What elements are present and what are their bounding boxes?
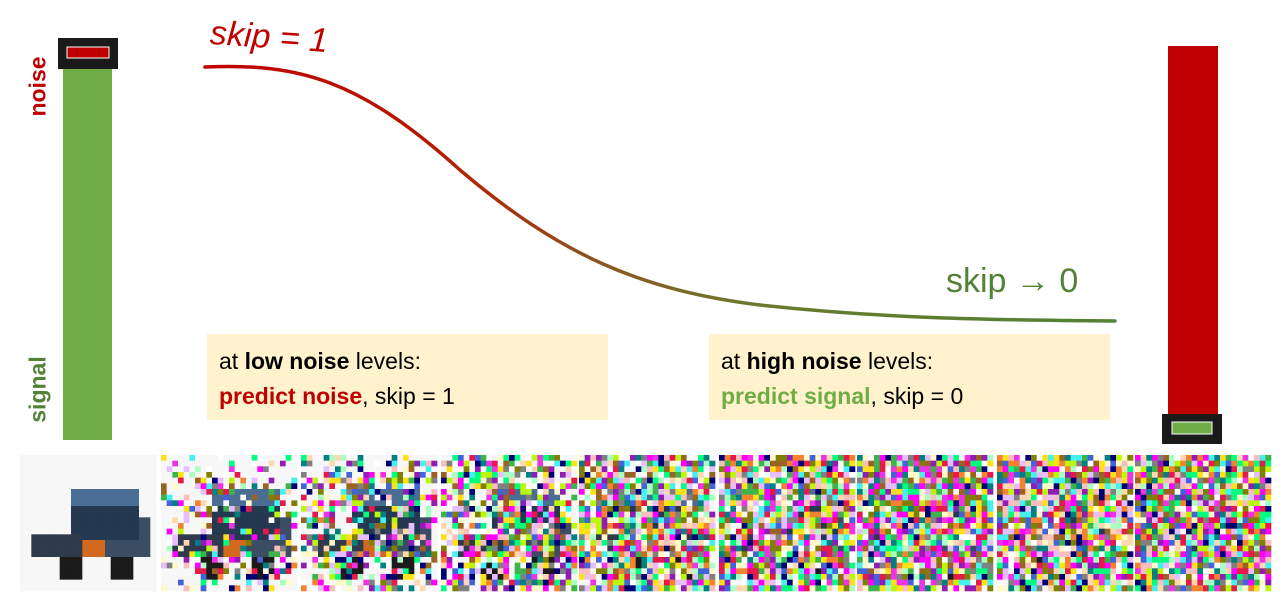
noise-thumbnail xyxy=(441,455,578,592)
low-noise-callout: at low noise levels: predict noise, skip… xyxy=(207,334,608,420)
noise-thumbnail xyxy=(301,455,438,592)
high-noise-callout-line2: predict signal, skip = 0 xyxy=(721,379,1098,414)
skip-curve xyxy=(203,64,1117,323)
high-noise-callout: at high noise levels: predict signal, sk… xyxy=(709,334,1110,420)
noise-thumbnail xyxy=(857,455,994,592)
skip-end-label: skip → 0 xyxy=(946,262,1079,300)
noise-thumbnail xyxy=(20,455,157,592)
right-level-bar xyxy=(1162,46,1222,444)
left-level-bar xyxy=(58,38,118,440)
low-noise-callout-line1: at low noise levels: xyxy=(219,344,596,379)
low-suffix: levels: xyxy=(349,348,421,374)
noise-thumbnail xyxy=(161,455,298,592)
low-noise-callout-line2: predict noise, skip = 1 xyxy=(219,379,596,414)
noise-thumbnail xyxy=(719,455,856,592)
left-bar-noise-marker xyxy=(58,38,118,69)
noise-axis-label: noise xyxy=(24,56,51,117)
low-prefix: at xyxy=(219,348,245,374)
right-bar-noise-fill xyxy=(1168,46,1218,424)
left-bar-signal-fill xyxy=(63,68,112,440)
low-skip: , skip = 1 xyxy=(362,383,455,409)
high-prefix: at xyxy=(721,348,747,374)
noise-thumbnail xyxy=(997,455,1134,592)
high-emph: high noise xyxy=(746,348,862,374)
high-skip: , skip = 0 xyxy=(870,383,964,409)
high-suffix: levels: xyxy=(861,348,934,374)
high-noise-callout-line1: at high noise levels: xyxy=(721,344,1098,379)
signal-axis-label: signal xyxy=(24,356,51,423)
noise-thumbnail xyxy=(579,455,716,592)
high-action: predict signal xyxy=(721,383,871,409)
low-action: predict noise xyxy=(219,383,363,409)
low-emph: low noise xyxy=(244,348,350,374)
noise-strip xyxy=(20,455,1272,592)
right-bar-signal-marker xyxy=(1162,414,1222,444)
skip-start-label: skip = 1 xyxy=(208,13,330,61)
noise-thumbnail xyxy=(1135,455,1272,592)
